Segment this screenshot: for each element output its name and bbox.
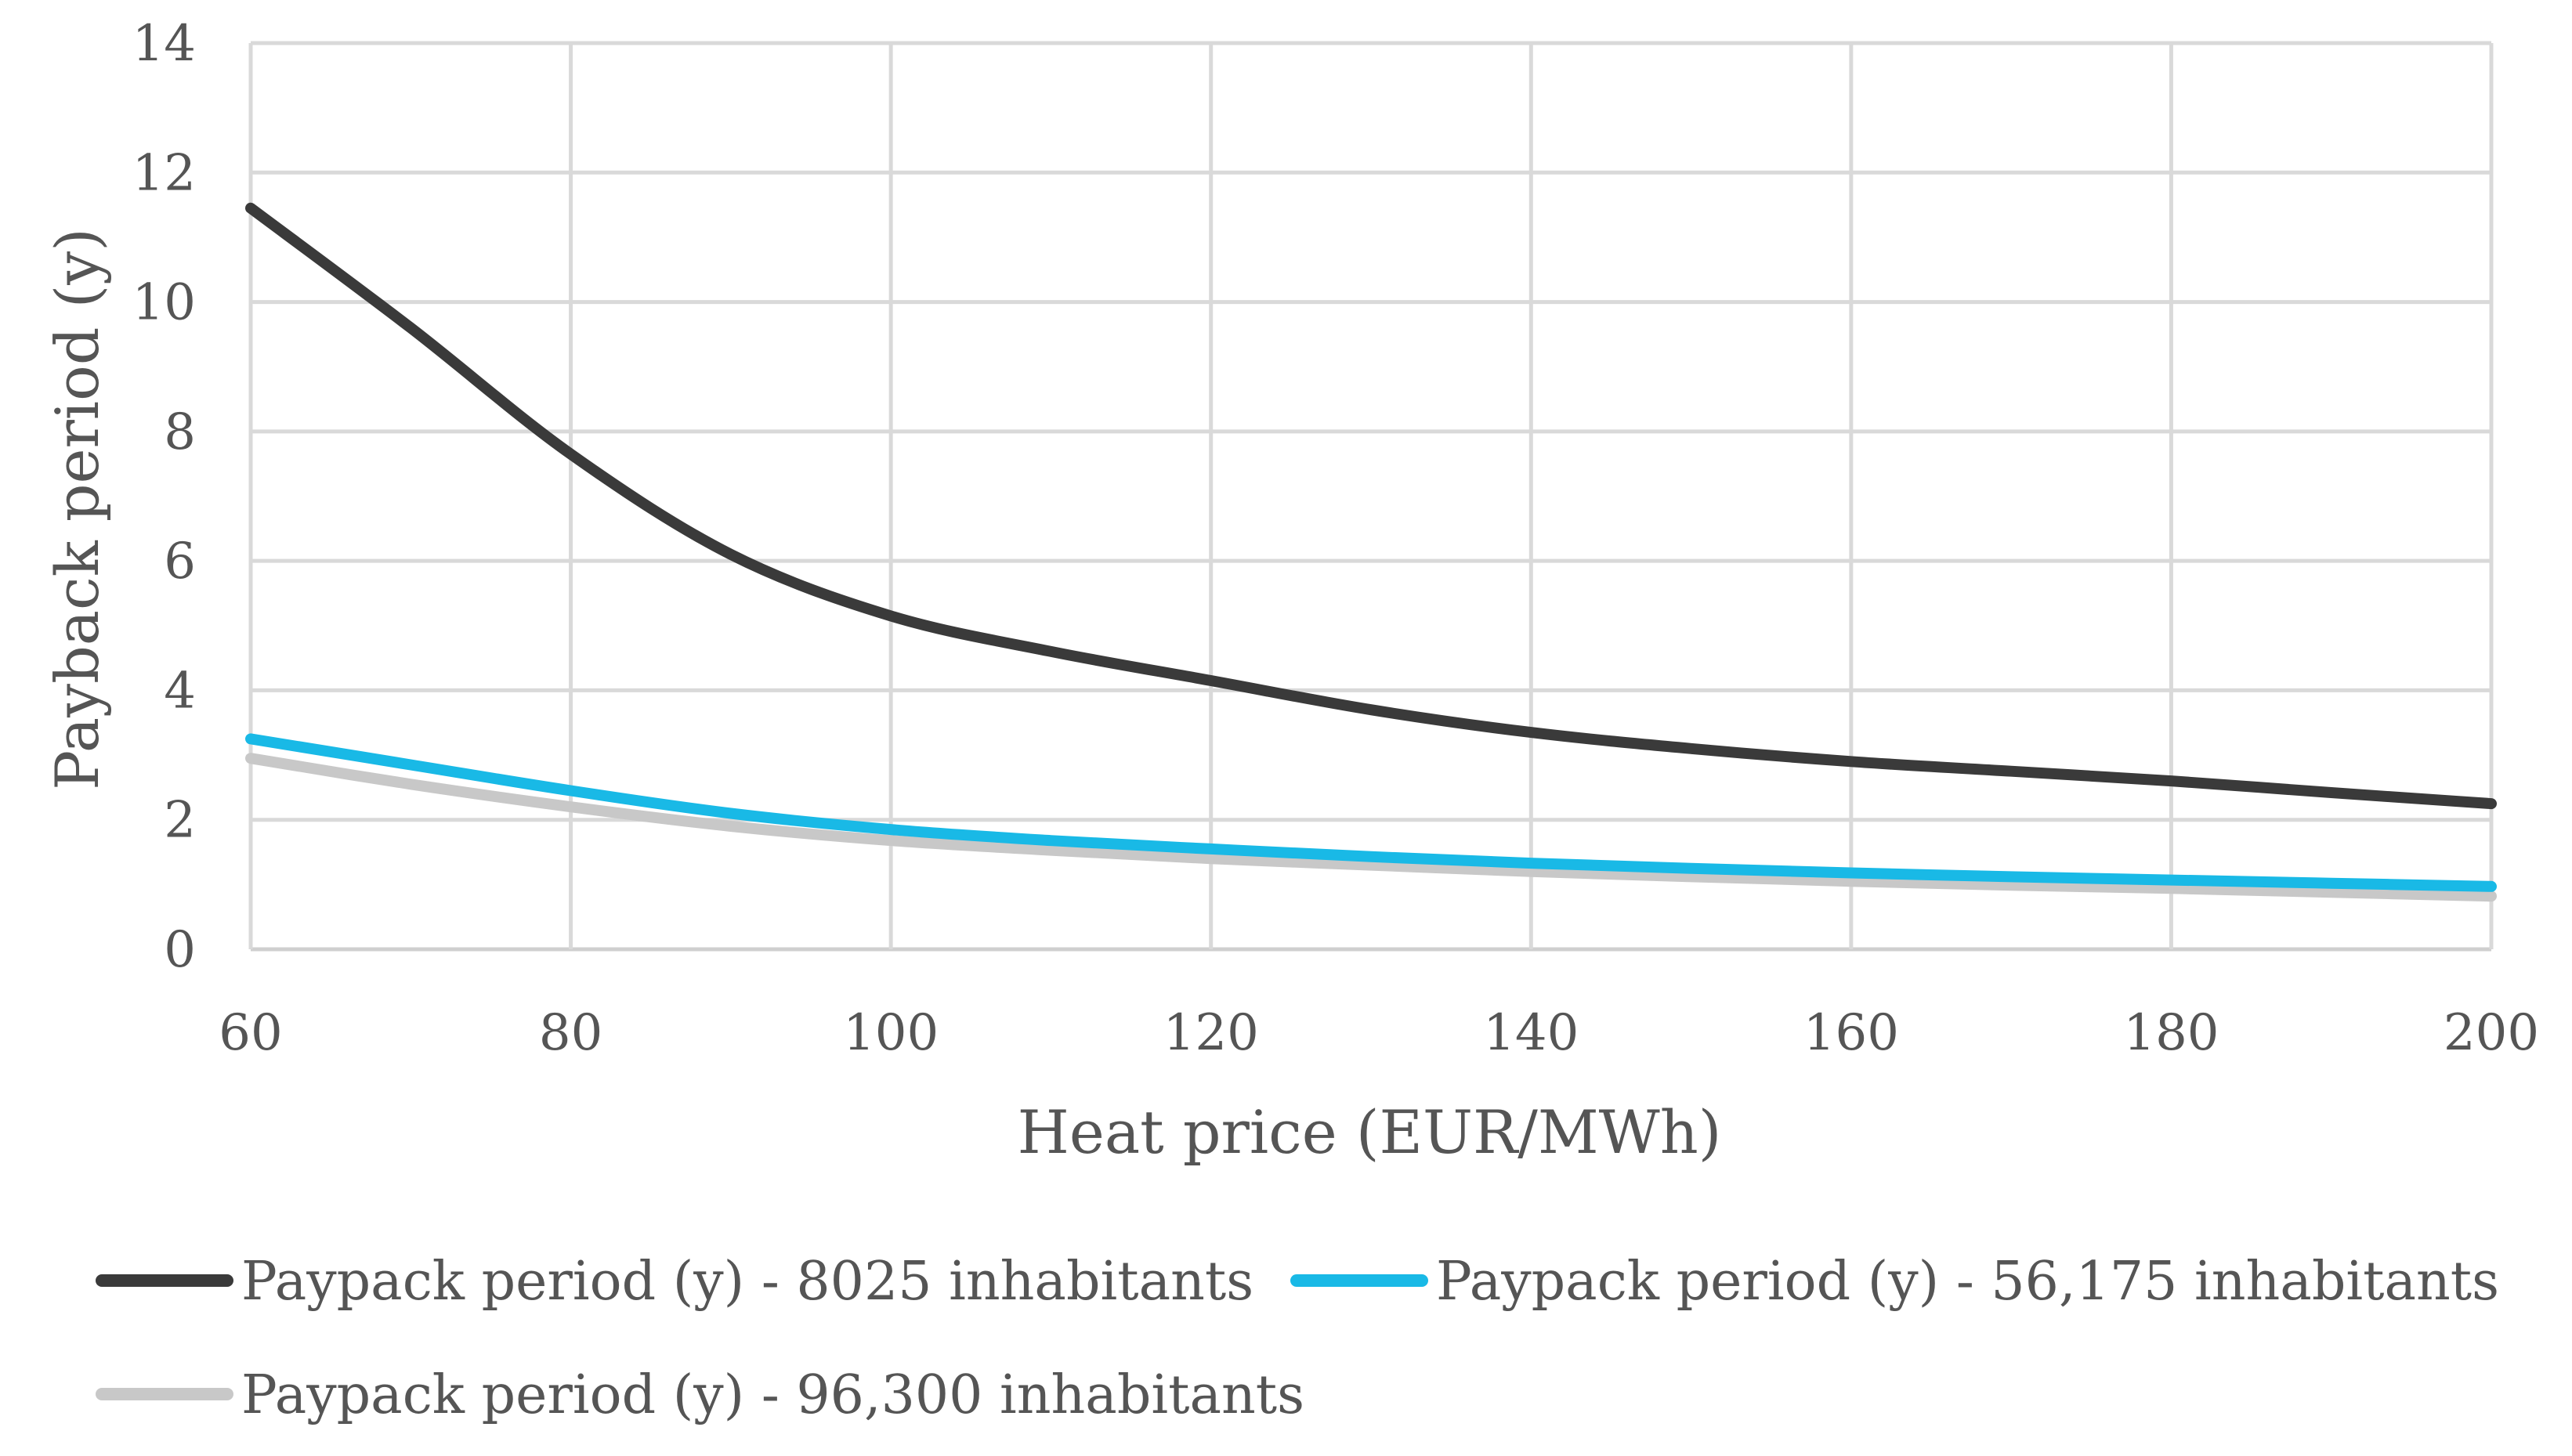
y-tick-label: 0 [164, 921, 196, 979]
y-tick-label: 10 [132, 274, 196, 332]
series-line-0 [245, 202, 2497, 810]
y-tick-label: 6 [164, 533, 196, 591]
y-tick-label: 14 [132, 15, 196, 73]
legend-label-1: Paypack period (y) - 56,175 inhabitants [1436, 1251, 2499, 1313]
legend-label-0: Paypack period (y) - 8025 inhabitants [241, 1251, 1253, 1313]
x-tick-label: 200 [2444, 1004, 2539, 1062]
y-axis-title: Payback period (y) [42, 228, 112, 790]
x-tick-label: 140 [1483, 1004, 1579, 1062]
series-line-2 [245, 753, 2497, 902]
grid [248, 41, 2494, 952]
tick-labels: 0 2 4 6 8 10 12 14 60 80 100 120 140 160 180 200 [132, 15, 2540, 1062]
legend: Paypack period (y) - 8025 inhabitants Pay… [96, 1251, 2499, 1426]
series-line-1 [245, 733, 2497, 892]
y-tick-label: 12 [132, 144, 196, 202]
x-axis-title: Heat price (EUR/MWh) [1018, 1097, 1722, 1167]
legend-label-2: Paypack period (y) - 96,300 inhabitants [241, 1364, 1304, 1426]
y-tick-label: 2 [164, 792, 196, 850]
x-tick-label: 100 [843, 1004, 939, 1062]
x-tick-label: 160 [1803, 1004, 1899, 1062]
x-tick-label: 120 [1163, 1004, 1259, 1062]
x-tick-label: 180 [2123, 1004, 2219, 1062]
x-tick-label: 80 [539, 1004, 602, 1062]
y-tick-label: 4 [164, 662, 196, 720]
y-tick-label: 8 [164, 403, 196, 461]
x-tick-label: 60 [219, 1004, 282, 1062]
series-layer [245, 202, 2497, 902]
